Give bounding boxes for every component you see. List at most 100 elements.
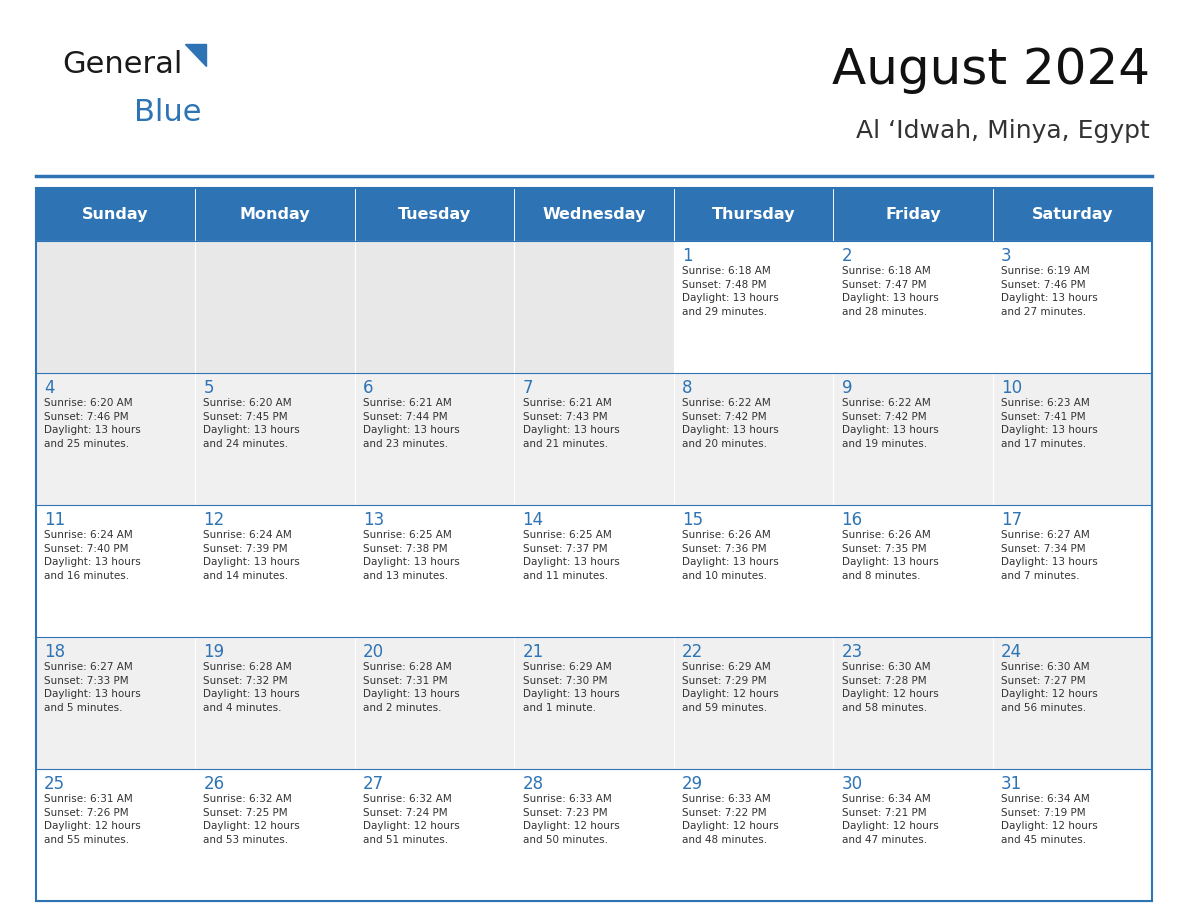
Text: Sunrise: 6:18 AM
Sunset: 7:47 PM
Daylight: 13 hours
and 28 minutes.: Sunrise: 6:18 AM Sunset: 7:47 PM Dayligh… (841, 266, 939, 317)
Polygon shape (185, 44, 206, 66)
Text: 12: 12 (203, 511, 225, 529)
FancyBboxPatch shape (195, 374, 355, 506)
Text: August 2024: August 2024 (832, 46, 1150, 94)
Text: Thursday: Thursday (712, 207, 795, 222)
FancyBboxPatch shape (514, 637, 674, 769)
FancyBboxPatch shape (833, 241, 993, 374)
Text: Sunrise: 6:32 AM
Sunset: 7:24 PM
Daylight: 12 hours
and 51 minutes.: Sunrise: 6:32 AM Sunset: 7:24 PM Dayligh… (364, 794, 460, 845)
Text: 27: 27 (364, 775, 384, 793)
Text: Sunrise: 6:29 AM
Sunset: 7:30 PM
Daylight: 13 hours
and 1 minute.: Sunrise: 6:29 AM Sunset: 7:30 PM Dayligh… (523, 662, 619, 713)
Text: Sunrise: 6:28 AM
Sunset: 7:31 PM
Daylight: 13 hours
and 2 minutes.: Sunrise: 6:28 AM Sunset: 7:31 PM Dayligh… (364, 662, 460, 713)
FancyBboxPatch shape (36, 374, 195, 506)
Text: Sunrise: 6:31 AM
Sunset: 7:26 PM
Daylight: 12 hours
and 55 minutes.: Sunrise: 6:31 AM Sunset: 7:26 PM Dayligh… (44, 794, 140, 845)
Text: 8: 8 (682, 379, 693, 397)
Text: General: General (62, 50, 182, 80)
Text: 26: 26 (203, 775, 225, 793)
Text: 18: 18 (44, 643, 65, 661)
Text: Sunrise: 6:27 AM
Sunset: 7:34 PM
Daylight: 13 hours
and 7 minutes.: Sunrise: 6:27 AM Sunset: 7:34 PM Dayligh… (1001, 531, 1098, 581)
Text: Tuesday: Tuesday (398, 207, 470, 222)
Text: Sunrise: 6:28 AM
Sunset: 7:32 PM
Daylight: 13 hours
and 4 minutes.: Sunrise: 6:28 AM Sunset: 7:32 PM Dayligh… (203, 662, 301, 713)
Text: 7: 7 (523, 379, 533, 397)
FancyBboxPatch shape (36, 241, 195, 374)
Text: 23: 23 (841, 643, 862, 661)
FancyBboxPatch shape (833, 374, 993, 506)
FancyBboxPatch shape (993, 241, 1152, 374)
Text: 1: 1 (682, 247, 693, 265)
FancyBboxPatch shape (993, 637, 1152, 769)
FancyBboxPatch shape (674, 374, 833, 506)
FancyBboxPatch shape (355, 188, 514, 241)
Text: Sunrise: 6:25 AM
Sunset: 7:37 PM
Daylight: 13 hours
and 11 minutes.: Sunrise: 6:25 AM Sunset: 7:37 PM Dayligh… (523, 531, 619, 581)
Text: Sunrise: 6:24 AM
Sunset: 7:39 PM
Daylight: 13 hours
and 14 minutes.: Sunrise: 6:24 AM Sunset: 7:39 PM Dayligh… (203, 531, 301, 581)
FancyBboxPatch shape (195, 637, 355, 769)
Text: Sunrise: 6:33 AM
Sunset: 7:22 PM
Daylight: 12 hours
and 48 minutes.: Sunrise: 6:33 AM Sunset: 7:22 PM Dayligh… (682, 794, 779, 845)
FancyBboxPatch shape (195, 241, 355, 374)
Text: 14: 14 (523, 511, 544, 529)
Text: Blue: Blue (134, 98, 202, 128)
FancyBboxPatch shape (674, 769, 833, 901)
FancyBboxPatch shape (514, 769, 674, 901)
Text: Sunrise: 6:30 AM
Sunset: 7:27 PM
Daylight: 12 hours
and 56 minutes.: Sunrise: 6:30 AM Sunset: 7:27 PM Dayligh… (1001, 662, 1098, 713)
Text: 9: 9 (841, 379, 852, 397)
FancyBboxPatch shape (36, 769, 195, 901)
FancyBboxPatch shape (993, 506, 1152, 637)
Text: 6: 6 (364, 379, 373, 397)
Text: 5: 5 (203, 379, 214, 397)
Text: Sunrise: 6:20 AM
Sunset: 7:45 PM
Daylight: 13 hours
and 24 minutes.: Sunrise: 6:20 AM Sunset: 7:45 PM Dayligh… (203, 398, 301, 449)
Text: 30: 30 (841, 775, 862, 793)
FancyBboxPatch shape (674, 637, 833, 769)
FancyBboxPatch shape (355, 506, 514, 637)
FancyBboxPatch shape (833, 637, 993, 769)
Text: Sunrise: 6:30 AM
Sunset: 7:28 PM
Daylight: 12 hours
and 58 minutes.: Sunrise: 6:30 AM Sunset: 7:28 PM Dayligh… (841, 662, 939, 713)
Text: 2: 2 (841, 247, 852, 265)
Text: 11: 11 (44, 511, 65, 529)
Text: 19: 19 (203, 643, 225, 661)
FancyBboxPatch shape (674, 188, 833, 241)
Text: Sunrise: 6:19 AM
Sunset: 7:46 PM
Daylight: 13 hours
and 27 minutes.: Sunrise: 6:19 AM Sunset: 7:46 PM Dayligh… (1001, 266, 1098, 317)
Text: Sunrise: 6:24 AM
Sunset: 7:40 PM
Daylight: 13 hours
and 16 minutes.: Sunrise: 6:24 AM Sunset: 7:40 PM Dayligh… (44, 531, 140, 581)
FancyBboxPatch shape (514, 241, 674, 374)
Text: 24: 24 (1001, 643, 1022, 661)
Text: Sunrise: 6:33 AM
Sunset: 7:23 PM
Daylight: 12 hours
and 50 minutes.: Sunrise: 6:33 AM Sunset: 7:23 PM Dayligh… (523, 794, 619, 845)
FancyBboxPatch shape (36, 637, 195, 769)
Text: Monday: Monday (240, 207, 310, 222)
FancyBboxPatch shape (355, 769, 514, 901)
Text: Sunrise: 6:32 AM
Sunset: 7:25 PM
Daylight: 12 hours
and 53 minutes.: Sunrise: 6:32 AM Sunset: 7:25 PM Dayligh… (203, 794, 301, 845)
FancyBboxPatch shape (993, 374, 1152, 506)
Text: Al ‘Idwah, Minya, Egypt: Al ‘Idwah, Minya, Egypt (857, 119, 1150, 143)
Text: 21: 21 (523, 643, 544, 661)
Text: 10: 10 (1001, 379, 1022, 397)
FancyBboxPatch shape (36, 506, 195, 637)
Text: Sunday: Sunday (82, 207, 148, 222)
Text: Sunrise: 6:22 AM
Sunset: 7:42 PM
Daylight: 13 hours
and 19 minutes.: Sunrise: 6:22 AM Sunset: 7:42 PM Dayligh… (841, 398, 939, 449)
FancyBboxPatch shape (993, 188, 1152, 241)
Text: Sunrise: 6:20 AM
Sunset: 7:46 PM
Daylight: 13 hours
and 25 minutes.: Sunrise: 6:20 AM Sunset: 7:46 PM Dayligh… (44, 398, 140, 449)
Text: Sunrise: 6:22 AM
Sunset: 7:42 PM
Daylight: 13 hours
and 20 minutes.: Sunrise: 6:22 AM Sunset: 7:42 PM Dayligh… (682, 398, 779, 449)
Text: 3: 3 (1001, 247, 1012, 265)
Text: Sunrise: 6:21 AM
Sunset: 7:43 PM
Daylight: 13 hours
and 21 minutes.: Sunrise: 6:21 AM Sunset: 7:43 PM Dayligh… (523, 398, 619, 449)
FancyBboxPatch shape (514, 506, 674, 637)
Text: 17: 17 (1001, 511, 1022, 529)
Text: Sunrise: 6:26 AM
Sunset: 7:36 PM
Daylight: 13 hours
and 10 minutes.: Sunrise: 6:26 AM Sunset: 7:36 PM Dayligh… (682, 531, 779, 581)
Text: Sunrise: 6:21 AM
Sunset: 7:44 PM
Daylight: 13 hours
and 23 minutes.: Sunrise: 6:21 AM Sunset: 7:44 PM Dayligh… (364, 398, 460, 449)
Text: Wednesday: Wednesday (542, 207, 646, 222)
Text: Sunrise: 6:34 AM
Sunset: 7:19 PM
Daylight: 12 hours
and 45 minutes.: Sunrise: 6:34 AM Sunset: 7:19 PM Dayligh… (1001, 794, 1098, 845)
Text: 31: 31 (1001, 775, 1023, 793)
Text: Sunrise: 6:27 AM
Sunset: 7:33 PM
Daylight: 13 hours
and 5 minutes.: Sunrise: 6:27 AM Sunset: 7:33 PM Dayligh… (44, 662, 140, 713)
FancyBboxPatch shape (195, 188, 355, 241)
FancyBboxPatch shape (514, 374, 674, 506)
Text: 4: 4 (44, 379, 55, 397)
Text: Sunrise: 6:26 AM
Sunset: 7:35 PM
Daylight: 13 hours
and 8 minutes.: Sunrise: 6:26 AM Sunset: 7:35 PM Dayligh… (841, 531, 939, 581)
Text: Friday: Friday (885, 207, 941, 222)
FancyBboxPatch shape (355, 374, 514, 506)
Text: 22: 22 (682, 643, 703, 661)
Text: 25: 25 (44, 775, 65, 793)
FancyBboxPatch shape (195, 769, 355, 901)
Text: Sunrise: 6:18 AM
Sunset: 7:48 PM
Daylight: 13 hours
and 29 minutes.: Sunrise: 6:18 AM Sunset: 7:48 PM Dayligh… (682, 266, 779, 317)
Text: 15: 15 (682, 511, 703, 529)
Text: Sunrise: 6:34 AM
Sunset: 7:21 PM
Daylight: 12 hours
and 47 minutes.: Sunrise: 6:34 AM Sunset: 7:21 PM Dayligh… (841, 794, 939, 845)
Text: Sunrise: 6:25 AM
Sunset: 7:38 PM
Daylight: 13 hours
and 13 minutes.: Sunrise: 6:25 AM Sunset: 7:38 PM Dayligh… (364, 531, 460, 581)
FancyBboxPatch shape (674, 506, 833, 637)
Text: 29: 29 (682, 775, 703, 793)
Text: Sunrise: 6:23 AM
Sunset: 7:41 PM
Daylight: 13 hours
and 17 minutes.: Sunrise: 6:23 AM Sunset: 7:41 PM Dayligh… (1001, 398, 1098, 449)
